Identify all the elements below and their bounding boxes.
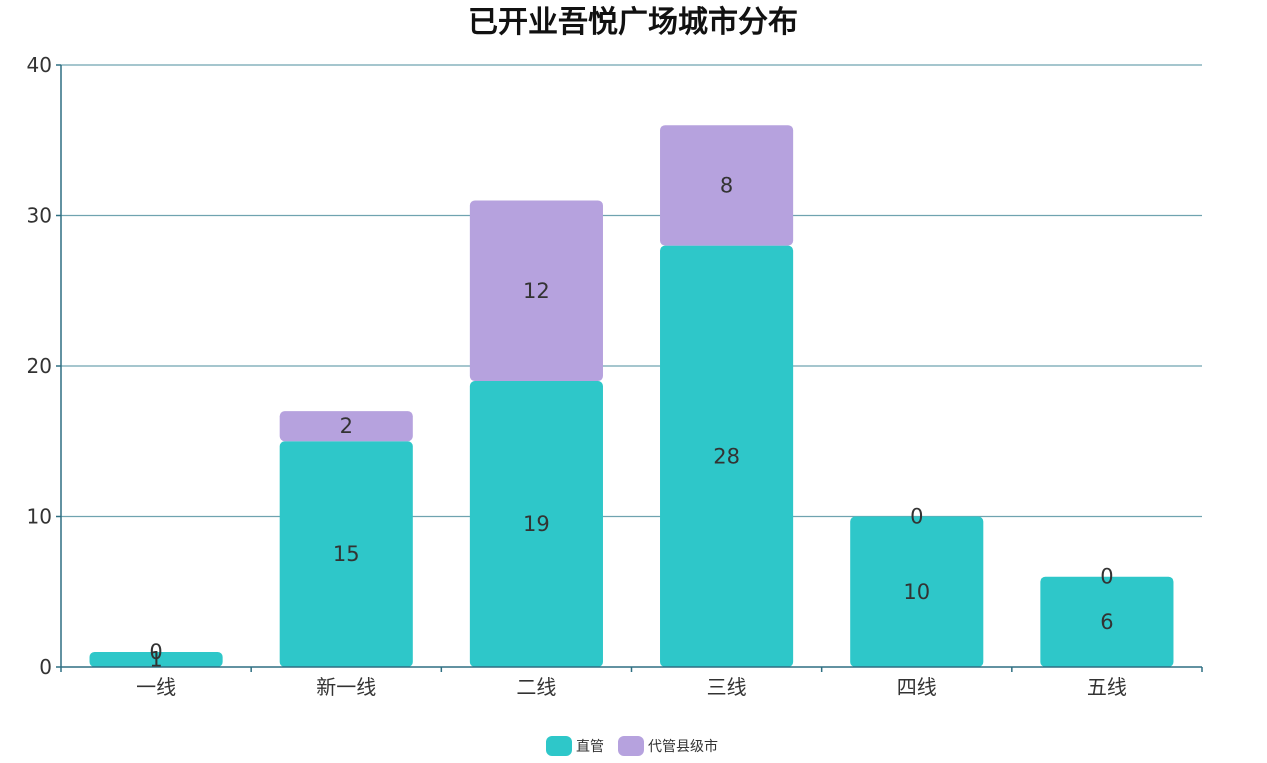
data-label: 0 [1100, 565, 1113, 589]
bar-direct[interactable] [850, 516, 984, 668]
bar-direct[interactable] [89, 651, 223, 667]
y-tick-label: 30 [27, 204, 52, 228]
y-tick-label: 20 [27, 354, 52, 378]
x-tick-label: 五线 [1087, 675, 1127, 699]
y-tick-label: 10 [27, 505, 52, 529]
bar-direct[interactable] [469, 381, 603, 667]
legend[interactable]: 直管 代管县级市 [546, 736, 718, 756]
legend-swatch[interactable] [546, 736, 572, 756]
bar-direct[interactable] [660, 245, 794, 667]
data-label: 2 [340, 414, 353, 438]
x-tick-label: 三线 [707, 675, 747, 699]
data-label: 12 [523, 279, 550, 303]
data-label: 15 [333, 542, 360, 566]
data-label: 19 [523, 512, 550, 536]
data-label: 6 [1100, 610, 1113, 634]
y-tick-label: 0 [39, 655, 52, 679]
grid [61, 64, 1202, 518]
bar-managed[interactable] [469, 200, 603, 382]
y-tick-label: 40 [27, 53, 52, 77]
legend-swatch[interactable] [618, 736, 644, 756]
data-label: 8 [720, 173, 733, 197]
data-label: 0 [910, 505, 923, 529]
x-tick-label: 一线 [136, 675, 176, 699]
data-label: 0 [149, 640, 162, 664]
x-tick-label: 新一线 [316, 675, 376, 699]
x-tick-label: 二线 [516, 675, 556, 699]
legend-label[interactable]: 代管县级市 [648, 738, 718, 755]
bars [89, 125, 1174, 668]
chart-title: 已开业吾悦广场城市分布 [468, 5, 798, 40]
data-label: 28 [713, 444, 740, 468]
legend-label[interactable]: 直管 [576, 738, 604, 755]
bar-direct[interactable] [1040, 576, 1174, 667]
bar-managed[interactable] [660, 125, 794, 246]
data-label: 1 [149, 647, 162, 671]
data-label: 10 [903, 580, 930, 604]
bar-managed[interactable] [279, 411, 413, 442]
x-tick-label: 四线 [897, 675, 937, 699]
bar-direct[interactable] [279, 441, 413, 667]
